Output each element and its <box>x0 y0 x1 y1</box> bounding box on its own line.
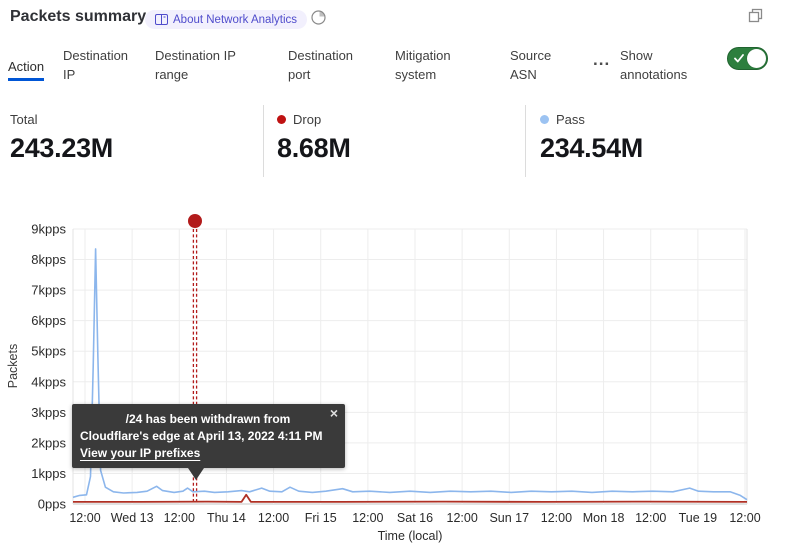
stat-divider <box>525 105 526 177</box>
tooltip-line1: /24 has been withdrawn from <box>125 412 291 426</box>
stat-divider <box>263 105 264 177</box>
x-tick-label: 12:00 <box>258 511 289 525</box>
x-tick-label: 12:00 <box>635 511 666 525</box>
tooltip-close-icon[interactable]: × <box>329 405 338 421</box>
annotation-dot[interactable] <box>187 214 202 228</box>
stat-pass-label: Pass <box>556 112 585 127</box>
x-tick-label: 12:00 <box>447 511 478 525</box>
y-axis-title: Packets <box>6 344 20 388</box>
tab-source-asn[interactable]: Source ASN <box>510 48 552 82</box>
badge-label: About Network Analytics <box>173 13 298 26</box>
x-tick-label: 12:00 <box>164 511 195 525</box>
y-tick-label: 8kpps <box>31 252 66 267</box>
stat-total-label: Total <box>10 112 38 127</box>
y-tick-label: 5kpps <box>31 344 66 359</box>
about-network-analytics-badge[interactable]: About Network Analytics <box>145 10 308 29</box>
page-title: Packets summary <box>10 8 147 25</box>
tab-destination-ip[interactable]: Destination IP <box>63 48 129 82</box>
y-tick-label: 0pps <box>38 497 67 512</box>
x-tick-label: Tue 19 <box>679 511 718 525</box>
y-tick-label: 2kpps <box>31 435 66 450</box>
x-tick-label: Fri 15 <box>305 511 337 525</box>
tooltip-line2: Cloudflare's edge at April 13, 2022 4:11… <box>80 429 323 443</box>
show-annotations-label: Show annotations <box>620 48 688 82</box>
x-tick-label: Sat 16 <box>397 511 433 525</box>
stat-drop-value: 8.68M <box>277 133 351 163</box>
stat-drop-label: Drop <box>293 112 322 127</box>
tooltip-ip-prefixes-link[interactable]: View your IP prefixes <box>80 446 201 460</box>
y-tick-label: 9kpps <box>31 222 66 237</box>
check-icon <box>734 54 744 63</box>
x-tick-label: Wed 13 <box>111 511 154 525</box>
tab-mitigation-system[interactable]: Mitigation system <box>395 48 451 82</box>
show-annotations-toggle[interactable] <box>727 47 768 70</box>
stat-pass: Pass 234.54M <box>540 112 643 164</box>
more-tabs-button[interactable]: ... <box>593 50 611 69</box>
expand-window-icon[interactable] <box>748 8 763 28</box>
pie-timer-icon <box>310 9 327 31</box>
y-tick-label: 1kpps <box>31 466 66 481</box>
y-tick-label: 7kpps <box>31 283 66 298</box>
stat-total-value: 243.23M <box>10 133 113 163</box>
pass-dot-icon <box>540 115 549 124</box>
y-tick-label: 6kpps <box>31 313 66 328</box>
x-tick-label: 12:00 <box>69 511 100 525</box>
x-tick-label: 12:00 <box>541 511 572 525</box>
x-tick-label: Mon 18 <box>583 511 625 525</box>
tab-action[interactable]: Action <box>8 58 45 81</box>
x-tick-label: 12:00 <box>352 511 383 525</box>
y-tick-label: 4kpps <box>31 374 66 389</box>
packets-chart: 9kpps 8kpps 7kpps 6kpps 5kpps 4kpps 3kpps 2kpps… <box>6 214 761 543</box>
tooltip-caret <box>188 468 204 480</box>
y-tick-label: 3kpps <box>31 405 66 420</box>
x-axis-title: Time (local) <box>378 529 443 543</box>
x-tick-label: 12:00 <box>729 511 760 525</box>
annotation-tooltip: × /24 has been withdrawn from Cloudflare… <box>72 404 345 480</box>
stat-total: Total 243.23M <box>10 112 113 164</box>
tab-destination-port[interactable]: Destination port <box>288 48 354 82</box>
stat-drop: Drop 8.68M <box>277 112 351 164</box>
book-icon <box>155 14 168 25</box>
series-pass-line <box>72 248 748 501</box>
series-drop-line <box>73 493 748 503</box>
x-tick-label: Thu 14 <box>207 511 246 525</box>
drop-dot-icon <box>277 115 286 124</box>
toggle-knob <box>747 49 766 68</box>
x-tick-label: Sun 17 <box>489 511 529 525</box>
stat-pass-value: 234.54M <box>540 133 643 163</box>
tab-destination-ip-range[interactable]: Destination IP range <box>155 48 236 82</box>
